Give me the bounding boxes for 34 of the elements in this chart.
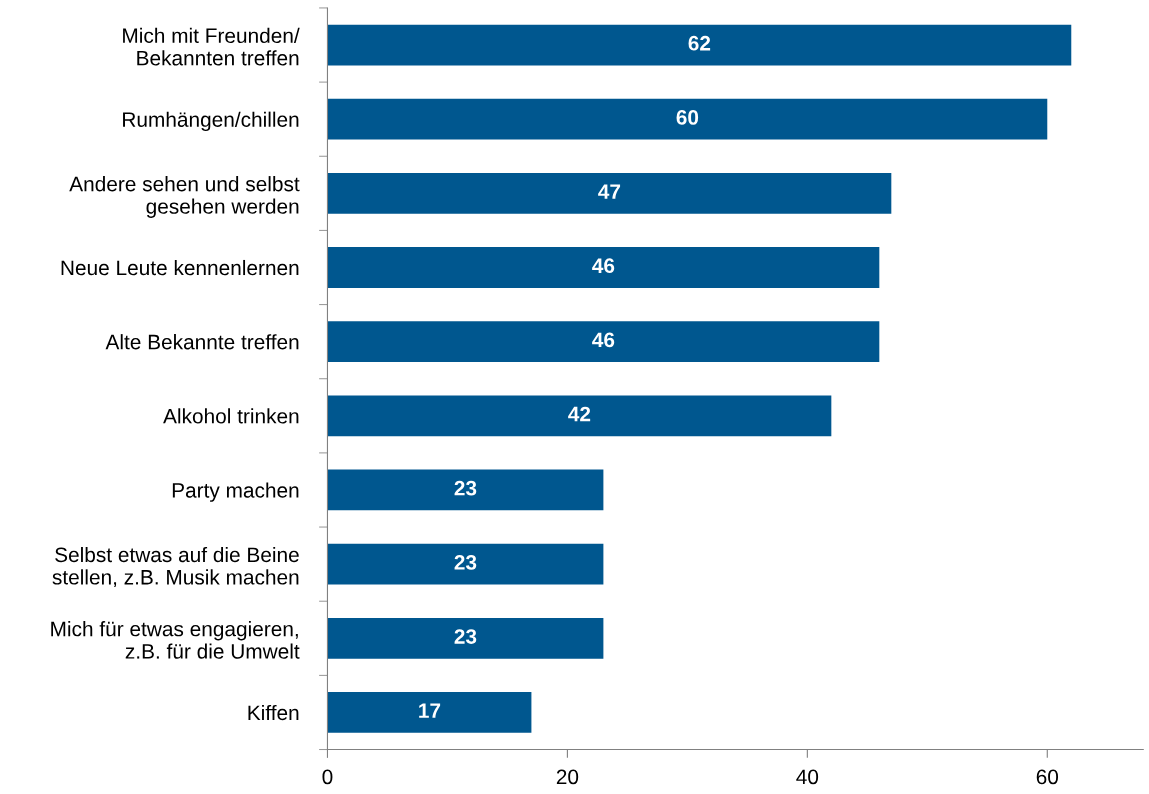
y-tick-label: Neue Leute kennenlernen bbox=[61, 259, 299, 276]
x-tick-label: 40 bbox=[796, 769, 819, 785]
bar bbox=[327, 617, 604, 659]
x-tick-label: 20 bbox=[556, 769, 579, 785]
y-tick-label: Mich für etwas engagieren, z.B. für die Umwelt bbox=[51, 621, 300, 659]
data-label: 60 bbox=[676, 110, 699, 125]
data-label: 23 bbox=[454, 480, 477, 496]
bar bbox=[327, 395, 832, 437]
data-label: 47 bbox=[598, 184, 621, 199]
y-tick-label: Mich mit Freunden/ Bekannten treffen bbox=[123, 27, 300, 66]
bar bbox=[327, 692, 532, 733]
data-label: 46 bbox=[592, 258, 615, 274]
bar bbox=[327, 543, 604, 585]
y-tick-label: Kiffen bbox=[248, 704, 299, 721]
y-tick-label: Party machen bbox=[172, 482, 299, 502]
bar bbox=[327, 172, 892, 214]
data-label: 23 bbox=[454, 554, 477, 570]
x-tick-label: 60 bbox=[1036, 769, 1059, 785]
bar bbox=[327, 24, 1072, 66]
x-tick-label: 0 bbox=[322, 769, 333, 785]
y-tick-label: Andere sehen und selbst gesehen werden bbox=[69, 176, 300, 218]
bar bbox=[327, 321, 880, 363]
data-label: 62 bbox=[688, 35, 711, 51]
bar bbox=[327, 247, 880, 288]
y-tick-label: Rumhängen/chillen bbox=[123, 111, 299, 132]
data-label: 42 bbox=[568, 406, 591, 422]
bar bbox=[327, 98, 1048, 140]
data-label: 17 bbox=[419, 703, 441, 718]
y-tick-label: Alkohol trinken bbox=[163, 408, 299, 424]
y-tick-label: Alte Bekannte treffen bbox=[105, 334, 299, 350]
data-label: 46 bbox=[592, 332, 615, 348]
data-label: 23 bbox=[454, 629, 477, 644]
y-tick-label: Selbst etwas auf die Beine stellen, z.B. Musik machen bbox=[52, 546, 299, 588]
bar bbox=[327, 469, 604, 511]
